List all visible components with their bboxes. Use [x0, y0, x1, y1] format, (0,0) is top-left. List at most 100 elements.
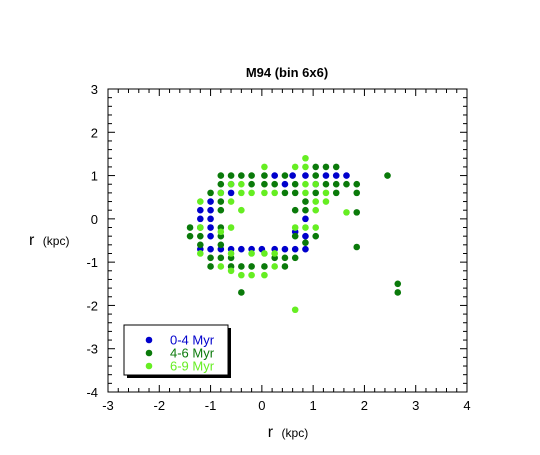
data-point-series-2 [186, 224, 194, 231]
data-point-series-3 [302, 154, 309, 162]
data-point-series-3 [197, 198, 204, 205]
legend-marker [145, 349, 153, 357]
data-point-series-2 [238, 263, 245, 270]
data-point-series-3 [291, 163, 299, 171]
data-point-series-2 [227, 172, 235, 179]
data-point-series-3 [343, 209, 350, 216]
x-tick-label: -3 [102, 398, 114, 413]
data-point-series-3 [248, 250, 255, 257]
x-axis-label: r (kpc) [268, 424, 308, 441]
data-point-series-2 [261, 180, 268, 188]
data-point-series-2 [217, 172, 225, 179]
data-point-series-2 [332, 189, 340, 197]
data-point-series-2 [353, 243, 361, 251]
data-point-series-2 [291, 189, 299, 197]
data-point-series-2 [343, 180, 350, 188]
data-point-series-3 [312, 224, 320, 231]
data-point-series-2 [312, 172, 320, 179]
data-point-series-2 [322, 163, 330, 171]
chart-title: M94 (bin 6x6) [246, 65, 328, 80]
legend-label: 6-9 Myr [170, 359, 215, 374]
data-point-series-3 [291, 224, 299, 231]
data-point-series-2 [217, 180, 225, 188]
data-point-series-2 [217, 206, 225, 214]
data-point-series-1 [281, 180, 289, 188]
x-tick-label: -2 [154, 398, 166, 413]
data-point-series-3 [312, 198, 320, 205]
data-point-series-3 [197, 250, 204, 257]
data-point-series-3 [322, 198, 330, 205]
data-point-series-1 [343, 172, 350, 179]
data-point-series-1 [197, 215, 204, 223]
data-point-series-1 [271, 172, 278, 179]
data-point-series-2 [238, 289, 245, 296]
data-point-series-2 [302, 198, 309, 205]
data-point-series-2 [332, 180, 340, 188]
x-tick-label: 0 [258, 398, 265, 413]
data-point-series-1 [207, 215, 214, 223]
legend-label: 0-4 Myr [170, 333, 215, 348]
data-point-series-2 [197, 241, 204, 249]
data-point-series-1 [207, 245, 214, 253]
y-tick-label: -1 [86, 255, 98, 270]
data-point-series-2 [281, 172, 289, 179]
data-point-series-3 [261, 189, 268, 197]
data-point-series-3 [227, 180, 235, 188]
y-tick-label: 0 [91, 212, 98, 227]
data-point-series-3 [302, 180, 309, 188]
x-tick-label: 3 [412, 398, 419, 413]
data-point-series-3 [227, 250, 235, 257]
data-point-series-1 [207, 198, 214, 205]
data-point-series-2 [394, 280, 402, 288]
x-tick-label: 4 [463, 398, 470, 413]
axis-ticks [107, 88, 468, 393]
data-point-series-1 [238, 245, 245, 253]
data-point-series-2 [217, 254, 225, 262]
data-point-series-2 [238, 172, 245, 179]
data-point-series-2 [217, 241, 225, 249]
data-point-series-2 [312, 163, 320, 171]
data-point-series-2 [394, 289, 402, 296]
data-point-series-1 [197, 206, 204, 214]
data-point-series-3 [217, 189, 225, 197]
x-axis-label-main: r [268, 424, 274, 441]
data-point-series-3 [312, 206, 320, 214]
data-point-series-2 [186, 232, 194, 240]
data-point-series-2 [261, 172, 268, 179]
x-tick-labels: -3 -2 -1 0 1 2 3 4 [102, 398, 470, 413]
data-point-series-2 [353, 209, 361, 216]
data-point-series-3 [238, 180, 245, 188]
data-point-series-3 [261, 250, 268, 257]
data-point-series-2 [207, 189, 214, 197]
data-point-series-2 [322, 180, 330, 188]
data-point-series-3 [291, 306, 299, 314]
data-point-series-3 [261, 271, 268, 279]
data-point-series-3 [302, 224, 309, 231]
data-point-series-2 [217, 198, 225, 205]
legend-marker [145, 362, 153, 370]
y-tick-label: -4 [86, 385, 98, 400]
data-point-series-2 [207, 263, 214, 270]
y-axis-label-unit: (kpc) [43, 234, 70, 248]
data-point-series-1 [302, 245, 309, 253]
data-point-series-3 [271, 263, 278, 270]
data-point-series-2 [353, 180, 361, 188]
data-point-series-1 [207, 224, 214, 231]
data-point-series-2 [271, 180, 278, 188]
data-point-series-2 [281, 189, 289, 197]
data-point-series-2 [312, 232, 320, 240]
data-point-series-2 [384, 172, 391, 179]
data-point-series-2 [248, 180, 255, 188]
y-tick-label: 1 [91, 169, 98, 184]
y-tick-label: -3 [86, 342, 98, 357]
data-point-series-1 [302, 172, 309, 179]
data-point-series-2 [261, 263, 268, 270]
data-point-series-3 [227, 267, 235, 275]
data-point-series-3 [261, 163, 268, 171]
data-point-series-1 [332, 172, 340, 179]
data-point-series-3 [238, 271, 245, 279]
data-point-series-3 [227, 224, 235, 231]
data-point-series-2 [291, 206, 299, 214]
